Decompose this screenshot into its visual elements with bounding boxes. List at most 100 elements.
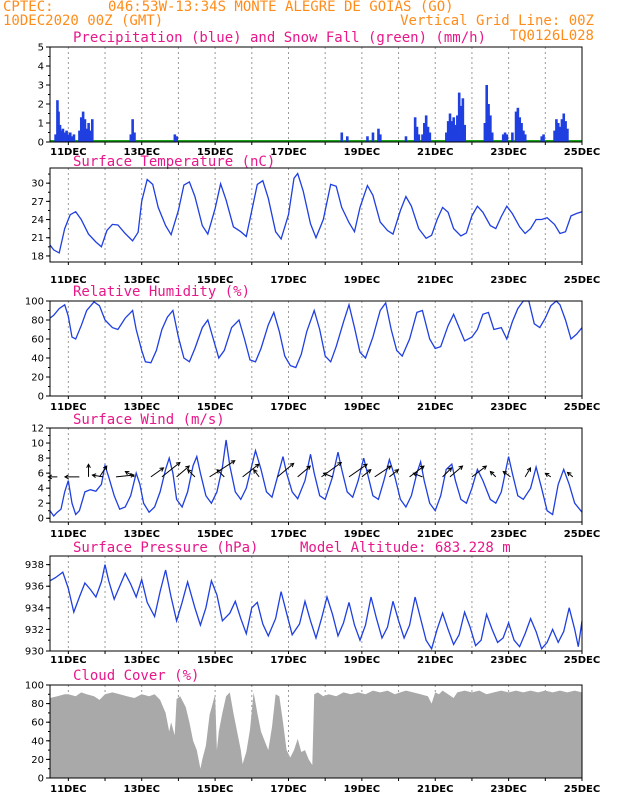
x-tick-label: 13DEC: [124, 784, 160, 795]
y-tick-label: 21: [31, 233, 44, 244]
x-tick-label: 25DEC: [564, 784, 600, 795]
wind-arrow-head: [253, 468, 258, 474]
wind-arrow: [277, 462, 294, 478]
precip-bar: [371, 132, 375, 142]
wind-arrow-head: [289, 462, 295, 468]
wind-arrow: [216, 469, 225, 478]
wind-arrow: [442, 467, 452, 478]
x-tick-label: 13DEC: [124, 402, 160, 413]
y-tick-label: 100: [25, 297, 44, 308]
precip-bar: [340, 132, 344, 142]
header-grid-note: Vertical Grid Line: 00Z: [400, 13, 594, 29]
precip-bar: [505, 134, 509, 142]
precip-bar: [461, 98, 465, 142]
precip-bar: [428, 132, 432, 142]
wind-arrow-head: [47, 474, 53, 480]
y-tick-label: 20: [31, 755, 44, 766]
x-tick-label: 21DEC: [417, 529, 453, 540]
panel-title: Cloud Cover (%): [73, 668, 199, 684]
panel-title: Relative Humidity (%): [73, 284, 250, 300]
precip-bar: [424, 115, 428, 142]
x-tick-label: 21DEC: [417, 402, 453, 413]
wind-arrow-head: [447, 467, 453, 472]
x-tick-label: 19DEC: [344, 784, 380, 795]
precip-bar: [72, 134, 76, 142]
precip-bar: [421, 134, 424, 142]
panel-3: Relative Humidity (%) 0 20 40 60 80 100 11DEC 13…: [25, 284, 600, 413]
panel-title: Surface Pressure (hPa): [73, 540, 258, 556]
precip-bar: [404, 136, 408, 142]
y-tick-label: 24: [31, 215, 44, 226]
precip-bar: [423, 123, 426, 142]
wind-arrow-head: [91, 473, 97, 478]
y-tick-label: 8: [38, 454, 44, 465]
precip-bar: [556, 123, 560, 142]
precip-bar: [523, 134, 527, 142]
y-tick-label: 932: [25, 625, 44, 636]
y-tick-label: 100: [25, 681, 44, 692]
panels: Precipitation (blue) and Snow Fall (gree…: [25, 30, 600, 795]
wind-arrow: [567, 471, 574, 478]
wind-arrow: [545, 472, 552, 478]
precip-bar: [553, 130, 556, 142]
x-tick-label: 23DEC: [490, 275, 526, 286]
precip-bar: [89, 130, 92, 142]
wind-arrow: [361, 469, 372, 478]
x-tick-label: 25DEC: [564, 147, 600, 158]
precip-bar: [450, 121, 454, 142]
x-tick-label: 19DEC: [344, 655, 380, 666]
y-tick-label: 0: [38, 392, 44, 403]
y-tick-label: 20: [31, 373, 44, 384]
x-tick-label: 13DEC: [124, 147, 160, 158]
x-tick-label: 23DEC: [490, 147, 526, 158]
panel-title: Surface Wind (m/s): [73, 412, 225, 428]
x-tick-label: 23DEC: [490, 784, 526, 795]
y-tick-label: 30: [31, 179, 44, 190]
x-tick-label: 23DEC: [490, 402, 526, 413]
wind-arrow: [524, 467, 531, 478]
wind-arrow-head: [159, 467, 165, 472]
precip-bar: [83, 119, 87, 142]
precip-bar: [446, 121, 450, 142]
wind-arrow-head: [230, 460, 236, 465]
panel-4: Surface Wind (m/s) 0 2 4 6 8 10 12 11DEC 13DEC 15D…: [31, 412, 600, 540]
precip-bar: [133, 132, 136, 142]
header-source: CPTEC:: [3, 0, 54, 15]
wind-arrow: [449, 465, 463, 478]
precip-bar: [490, 132, 494, 142]
series-line: [49, 564, 583, 651]
precip-bar: [85, 128, 89, 142]
panel-title: Precipitation (blue) and Snow Fall (gree…: [73, 30, 486, 46]
panel-6: Cloud Cover (%) 0 20 40 60 80 100 11DEC 13DEC 15D…: [25, 668, 600, 795]
precip-bar: [173, 134, 177, 142]
x-tick-label: 13DEC: [124, 275, 160, 286]
x-tick-label: 15DEC: [197, 147, 233, 158]
precip-bar: [415, 126, 419, 142]
precip-bar: [542, 134, 545, 142]
precip-bar: [90, 119, 94, 142]
precip-bar: [463, 124, 466, 142]
x-tick-label: 17DEC: [270, 529, 306, 540]
precip-bar: [457, 92, 461, 142]
precip-bar: [558, 126, 562, 142]
y-tick-label: 0: [38, 514, 44, 525]
wind-arrow-head: [124, 470, 130, 476]
wind-arrow-head: [482, 465, 488, 470]
precip-bar: [417, 134, 421, 142]
precip-bar: [448, 113, 452, 142]
precip-bar: [511, 132, 514, 142]
precip-bar: [57, 111, 60, 142]
x-tick-label: 23DEC: [490, 529, 526, 540]
wind-arrow: [125, 471, 135, 478]
y-tick-label: 27: [31, 197, 44, 208]
wind-arrow-head: [566, 471, 572, 477]
wind-arrow-head: [502, 470, 508, 476]
precip-bar: [566, 128, 569, 142]
wind-arrow: [92, 474, 104, 478]
x-tick-label: 17DEC: [270, 147, 306, 158]
x-tick-label: 15DEC: [197, 529, 233, 540]
precip-bar: [560, 119, 564, 142]
wind-arrow-head: [216, 468, 222, 474]
series-line: [49, 172, 583, 254]
x-tick-label: 11DEC: [50, 147, 86, 158]
